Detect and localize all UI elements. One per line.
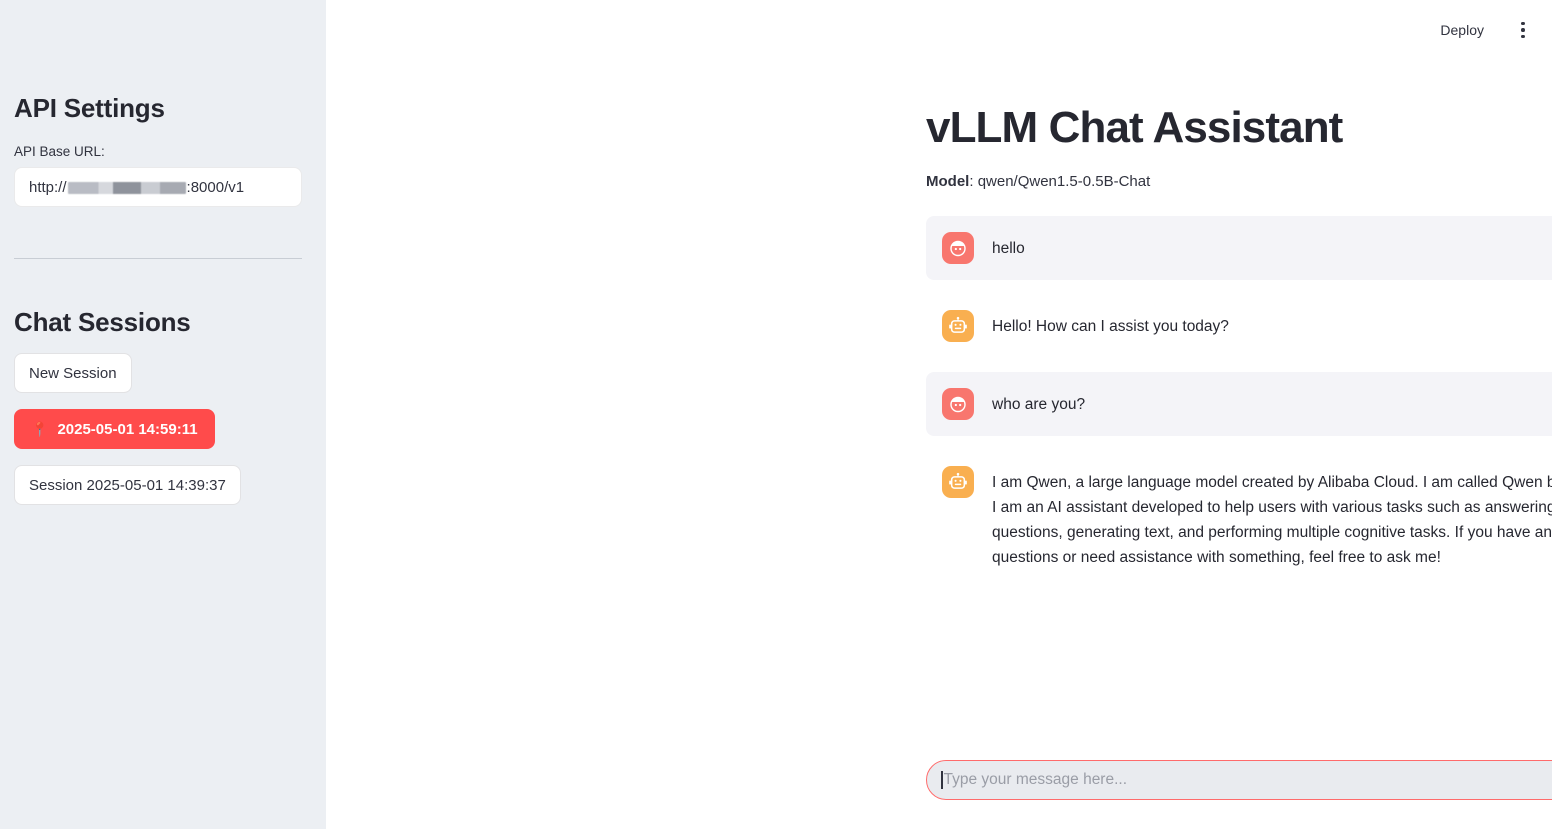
model-info: Model: qwen/Qwen1.5-0.5B-Chat [926,173,1552,190]
menu-dot [1521,21,1525,26]
api-url-suffix: :8000/v1 [186,178,245,196]
menu-dot [1521,28,1525,32]
message-text: Hello! How can I assist you today? [992,317,1229,335]
model-label: Model [926,172,970,190]
session-item-previous[interactable]: Session 2025-05-01 14:39:37 [14,465,241,505]
more-vertical-icon[interactable] [1508,15,1538,45]
deploy-button[interactable]: Deploy [1432,17,1492,43]
message-list: hello Hello! How can I assist you today?… [926,215,1552,586]
sidebar: API Settings API Base URL: http:// :8000/… [0,0,326,829]
api-base-url-label: API Base URL: [14,144,105,159]
robot-icon [942,309,974,342]
model-value: qwen/Qwen1.5-0.5B-Chat [977,172,1151,190]
face-icon [942,387,974,420]
message-user: who are you? [926,371,1552,436]
sidebar-divider [14,258,302,259]
api-url-prefix: http:// [29,178,67,196]
api-url-redacted-host [67,182,186,194]
robot-icon [942,465,974,498]
chat-input-container [926,760,1552,800]
new-session-button[interactable]: New Session [14,353,132,393]
message-text: who are you? [992,395,1086,413]
message-text: I am Qwen, a large language model create… [992,473,1552,566]
menu-dot [1521,34,1525,39]
message-user: hello [926,215,1552,280]
message-text: hello [992,239,1025,257]
chat-input-box[interactable] [926,760,1552,800]
page-title: vLLM Chat Assistant [926,103,1343,152]
text-caret [941,771,943,789]
session-item-active[interactable]: 📍 2025-05-01 14:59:11 [14,409,215,449]
api-base-url-input[interactable]: http:// :8000/v1 [14,167,302,207]
face-icon [942,231,974,264]
model-separator: : [969,172,978,190]
content-column: vLLM Chat Assistant Model: qwen/Qwen1.5-… [926,0,1552,600]
api-settings-title: API Settings [14,93,165,123]
message-assistant: Hello! How can I assist you today? [926,294,1552,358]
message-assistant: I am Qwen, a large language model create… [926,450,1552,586]
main-panel: Deploy vLLM Chat Assistant Model: qwen/Q… [326,0,1552,829]
chat-message-input[interactable] [943,761,1552,799]
app-header: Deploy [1432,0,1552,60]
chat-sessions-title: Chat Sessions [14,307,191,337]
session-item-active-label: 2025-05-01 14:59:11 [57,420,198,438]
pin-icon: 📍 [31,421,49,437]
